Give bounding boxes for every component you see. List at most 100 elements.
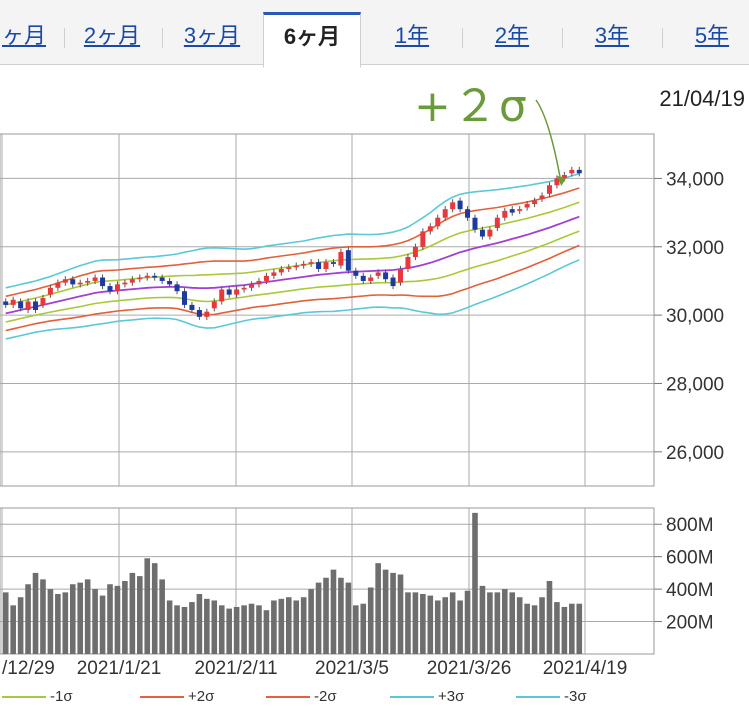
volume-bar — [427, 595, 434, 654]
candle-body — [509, 209, 515, 213]
tab-3-years[interactable]: 3年 — [594, 23, 630, 48]
volume-bar — [218, 605, 225, 654]
annotation-arrow — [535, 99, 567, 186]
candle-body — [219, 289, 225, 302]
volume-bar — [248, 603, 255, 654]
volume-bar — [137, 576, 143, 654]
candle-body — [55, 282, 61, 288]
candle-body — [129, 279, 135, 283]
volume-bar — [84, 579, 91, 654]
candle-body — [338, 251, 344, 266]
tab-2-years[interactable]: 2年 — [494, 23, 530, 48]
candle-body — [517, 209, 523, 211]
volume-bar — [47, 589, 54, 654]
candle-body — [569, 169, 575, 174]
candle-body — [3, 301, 9, 305]
candle-body — [241, 287, 247, 290]
candle-body — [301, 263, 307, 266]
candle-body — [450, 202, 456, 210]
tab-separator — [662, 28, 663, 48]
candle-body — [33, 301, 39, 310]
volume-bar — [25, 584, 31, 654]
volume-bar — [151, 563, 158, 654]
candle-body — [204, 311, 210, 317]
volume-bar — [561, 606, 568, 654]
volume-bar — [144, 558, 151, 654]
tab-5-years[interactable]: 5年 — [694, 23, 730, 48]
volume-bar — [293, 600, 300, 654]
candle-body — [308, 262, 314, 264]
volume-bar — [233, 606, 240, 654]
price-tick-label: 34,000 — [666, 169, 724, 190]
candle-body — [122, 282, 128, 285]
legend-label: +3σ — [438, 688, 465, 705]
legend-item-minus2sigma: -2σ — [266, 688, 337, 705]
candle-body — [286, 267, 292, 269]
legend-item-minus1sigma: -1σ — [2, 688, 73, 705]
volume-bar — [464, 590, 471, 654]
candle-body — [40, 298, 46, 305]
minus-1-sigma-line — [5, 230, 580, 323]
candle-body — [360, 275, 366, 281]
volume-bar — [285, 597, 292, 654]
legend-swatch — [2, 696, 46, 699]
candle-body — [323, 262, 329, 269]
candle-body — [92, 277, 98, 281]
tab-1-month[interactable]: ヶ月 — [1, 23, 46, 48]
volume-bar — [345, 582, 352, 654]
candle-body — [263, 275, 269, 281]
volume-bar — [509, 592, 516, 654]
legend-label: -3σ — [564, 688, 587, 705]
volume-bar — [516, 597, 523, 654]
annotation-arrow-line — [535, 99, 563, 185]
candle-body — [405, 257, 411, 269]
candle-body — [532, 200, 538, 205]
tab-3-months[interactable]: 3ヶ月 — [183, 23, 241, 48]
candle-body — [479, 229, 485, 237]
volume-bar — [40, 579, 46, 654]
volume-bar — [412, 592, 419, 654]
candle-body — [345, 250, 351, 271]
candle-body — [420, 231, 426, 247]
candle-body — [159, 277, 165, 281]
volume-bar — [531, 605, 538, 654]
volume-bar — [449, 592, 456, 654]
date-readout: 21/04/19 — [659, 86, 745, 111]
candle-body — [576, 169, 582, 174]
candle-body — [25, 301, 31, 310]
tab-separator — [462, 28, 463, 48]
candle-body — [181, 291, 187, 305]
volume-bar — [174, 605, 180, 654]
legend-item-minus3sigma: -3σ — [516, 688, 587, 705]
volume-bar — [375, 563, 381, 654]
candle-body — [62, 279, 68, 283]
volume-tick-label: 400M — [666, 580, 714, 601]
volume-bar — [211, 600, 218, 654]
volume-tick-label: 600M — [666, 548, 714, 569]
tab-6-months[interactable]: 6ヶ月 — [263, 12, 361, 68]
plus-3-sigma-line — [5, 172, 580, 289]
candle-body — [271, 272, 277, 276]
candle-body — [85, 280, 91, 283]
volume-bar — [315, 582, 322, 654]
volume-bar — [107, 584, 113, 654]
tab-2-months[interactable]: 2ヶ月 — [83, 23, 141, 48]
volume-bar — [353, 605, 359, 654]
candle-body — [189, 304, 195, 310]
volume-bar — [382, 569, 389, 654]
candle-body — [100, 277, 106, 287]
candle-body — [77, 282, 83, 285]
x-tick-label: /12/29 — [2, 658, 55, 679]
legend-swatch — [390, 696, 434, 699]
candle-body — [278, 268, 284, 273]
price-tick-label: 30,000 — [666, 306, 724, 327]
candle-body — [114, 284, 120, 292]
candle-body — [435, 217, 441, 227]
volume-bar — [420, 593, 426, 654]
candle-body — [137, 277, 143, 280]
volume-bar — [17, 597, 24, 654]
price-tick-label: 26,000 — [666, 443, 724, 464]
candle-body — [546, 185, 552, 194]
candle-body — [152, 275, 158, 278]
tab-1-year[interactable]: 1年 — [394, 23, 430, 48]
